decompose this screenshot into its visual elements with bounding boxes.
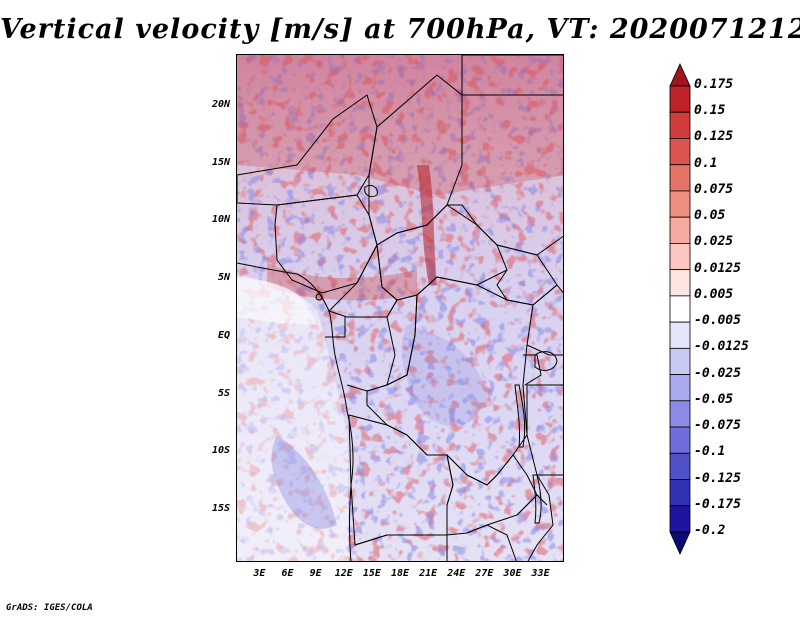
lon-tick-label: 27E — [475, 568, 494, 579]
lat-tick-label: 10N — [211, 214, 230, 226]
colorbar-label: -0.125 — [694, 470, 741, 486]
colorbar-swatch — [669, 452, 691, 480]
lat-tick-label: 15S — [211, 503, 230, 515]
vertical-velocity-field — [237, 55, 563, 561]
colorbar-label: 0.1 — [694, 155, 718, 171]
lon-tick-label: 21E — [419, 568, 438, 579]
lat-tick-label: 20N — [211, 98, 230, 110]
colorbar-swatch — [669, 321, 691, 349]
colorbar-swatch — [669, 164, 691, 192]
colorbar — [669, 63, 691, 555]
colorbar-label: -0.0125 — [694, 339, 749, 355]
colorbar-swatch — [669, 400, 691, 428]
colorbar-upper-arrow — [669, 63, 691, 87]
colorbar-swatch — [669, 374, 691, 402]
colorbar-swatch — [669, 295, 691, 323]
colorbar-label: 0.175 — [694, 77, 734, 92]
lon-tick-label: 30E — [503, 568, 522, 579]
colorbar-label: 0.005 — [694, 286, 734, 302]
colorbar-label: 0.15 — [694, 103, 726, 119]
colorbar-lower-arrow — [669, 531, 691, 555]
colorbar-label: -0.075 — [694, 418, 741, 434]
colorbar-label: 0.0125 — [694, 260, 741, 276]
colorbar-swatch — [669, 426, 691, 454]
colorbar-label: -0.2 — [694, 523, 726, 538]
lon-tick-label: 24E — [447, 568, 466, 579]
lat-tick-label: 15N — [211, 156, 230, 168]
colorbar-label: 0.075 — [694, 181, 734, 197]
colorbar-label: 0.025 — [694, 234, 734, 250]
lon-tick-label: 18E — [390, 568, 410, 579]
colorbar-swatch — [669, 479, 691, 507]
grads-credit: GrADS: IGES/COLA — [6, 603, 93, 613]
lon-tick-label: 12E — [334, 568, 353, 579]
lon-tick-label: 6E — [281, 568, 294, 579]
colorbar-swatch — [669, 216, 691, 244]
country-boundaries — [237, 55, 563, 561]
colorbar-swatch — [669, 138, 691, 166]
colorbar-swatch — [669, 269, 691, 297]
lon-tick-label: 33E — [531, 568, 550, 579]
lon-tick-label: 9E — [309, 568, 322, 579]
colorbar-swatch — [669, 347, 691, 375]
colorbar-swatch — [669, 85, 691, 113]
lat-tick-label: EQ — [217, 329, 230, 341]
colorbar-label: -0.175 — [694, 496, 741, 512]
colorbar-label: -0.1 — [694, 444, 726, 460]
plot-title: Vertical velocity [m/s] at 700hPa, VT: 2… — [0, 14, 800, 45]
lat-tick-label: 5S — [217, 387, 230, 399]
lon-tick-label: 15E — [362, 568, 381, 579]
lat-tick-label: 10S — [211, 445, 230, 457]
colorbar-swatch — [669, 190, 691, 218]
lat-tick-label: 5N — [217, 272, 230, 284]
colorbar-swatch — [669, 243, 691, 271]
colorbar-swatch — [669, 111, 691, 139]
colorbar-label: -0.025 — [694, 365, 741, 381]
map-panel[interactable] — [236, 54, 564, 562]
colorbar-label: -0.005 — [694, 313, 741, 329]
lon-tick-label: 3E — [253, 568, 266, 579]
colorbar-label: 0.125 — [694, 129, 734, 145]
colorbar-label: 0.05 — [694, 208, 726, 224]
colorbar-label: -0.05 — [694, 391, 734, 407]
colorbar-swatch — [669, 505, 691, 533]
